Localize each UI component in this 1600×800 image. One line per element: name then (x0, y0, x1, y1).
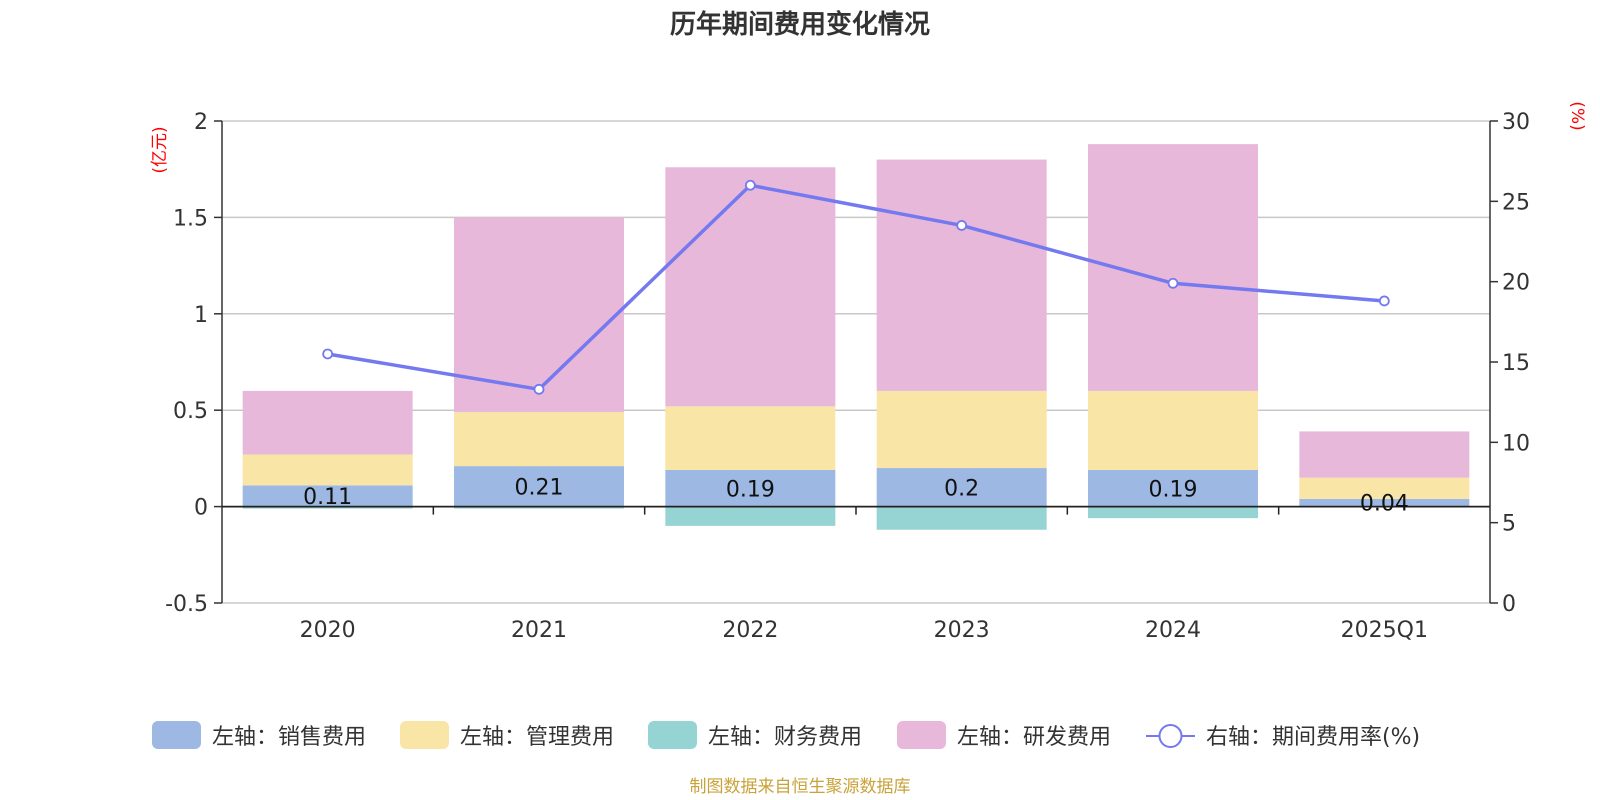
legend-item: 右轴：期间费用率(%) (1146, 724, 1420, 750)
legend-label: 左轴：销售费用 (212, 725, 366, 750)
bar-segment (665, 469, 836, 507)
chart-title: 历年期间费用变化情况 (670, 9, 930, 40)
legend: 左轴：销售费用 左轴：管理费用 左轴：财务费用 左轴：研发费用 右轴：期间费用率(%) (152, 721, 1420, 750)
legend-swatch (897, 721, 946, 749)
left-axis-tick-label: 1.5 (173, 206, 208, 231)
bar-segment (454, 412, 624, 467)
bar-data-label: 0.11 (303, 485, 352, 510)
bar-segment (876, 506, 1047, 530)
bar-data-label: 0.2 (944, 476, 979, 501)
x-axis-tick-label: 2021 (511, 618, 567, 643)
bar-segment (876, 159, 1047, 391)
bar-segment (665, 167, 836, 407)
legend-item: 左轴：财务费用 (648, 721, 862, 750)
bar-segment (1088, 390, 1258, 470)
right-axis-tick-label: 20 (1502, 271, 1530, 296)
line-point (1167, 277, 1179, 289)
right-axis-tick-label: 30 (1502, 110, 1530, 135)
right-axis-tick-label: 25 (1502, 190, 1530, 215)
legend-swatch (400, 721, 449, 749)
bar-segment (454, 466, 624, 507)
bar-data-label: 0.19 (726, 477, 775, 502)
bar-data-label: 0.04 (1360, 492, 1409, 517)
left-axis-tick-label: -0.5 (165, 592, 208, 617)
bar-segment (242, 454, 413, 486)
line-series (322, 179, 1390, 395)
bar-segment (1299, 431, 1470, 478)
bar-segment (665, 406, 836, 470)
bar-segment (1088, 506, 1258, 519)
x-axis-tick-label: 2025Q1 (1341, 618, 1428, 643)
line-point (322, 348, 334, 360)
bar-segment (242, 506, 413, 509)
bar-segment (454, 217, 624, 413)
bar-segment (1299, 477, 1470, 499)
legend-label: 左轴：研发费用 (957, 725, 1111, 750)
left-axis-tick-label: 2 (194, 110, 208, 135)
x-axis-tick-label: 2024 (1145, 618, 1201, 643)
bar-segment (876, 468, 1047, 507)
left-axis-tick-label: 0 (194, 496, 208, 521)
left-axis-unit: (亿元) (150, 126, 170, 173)
line-series-path (327, 183, 1385, 392)
left-axis-tick-label: 0.5 (173, 399, 208, 424)
legend-item: 左轴：研发费用 (897, 721, 1111, 750)
legend-item: 左轴：管理费用 (400, 721, 614, 750)
left-axis-tick-label: 1 (194, 303, 208, 328)
bar-segment (242, 390, 413, 455)
right-axis-tick-label: 10 (1502, 431, 1530, 456)
bar-segment (242, 485, 413, 507)
line-point (533, 383, 545, 395)
bar-segment (454, 506, 624, 509)
legend-label: 左轴：财务费用 (708, 725, 862, 750)
legend-swatch (648, 721, 697, 749)
bar-segment (876, 390, 1047, 469)
bar-segment (665, 506, 836, 526)
right-axis-tick-label: 0 (1502, 592, 1516, 617)
x-axis-tick-label: 2022 (722, 618, 778, 643)
legend-label: 左轴：管理费用 (460, 725, 614, 750)
data-labels: 0.11 0.21 0.19 0.2 0.19 0.04 (303, 475, 1409, 516)
line-point (1378, 295, 1390, 307)
bar-series (242, 144, 1470, 530)
data-source-note: 制图数据来自恒生聚源数据库 (690, 777, 911, 797)
bar-segment (1299, 498, 1470, 507)
line-point (956, 220, 968, 231)
legend-item: 左轴：销售费用 (152, 721, 366, 750)
x-axis-tick-label: 2020 (300, 618, 356, 643)
legend-swatch (152, 721, 201, 749)
right-axis-tick-label: 5 (1502, 512, 1516, 537)
bar-data-label: 0.19 (1149, 477, 1198, 502)
line-point (744, 179, 756, 191)
legend-line-marker (1158, 724, 1183, 748)
right-axis-unit: (%) (1567, 101, 1587, 130)
bar-segment (1088, 469, 1258, 507)
x-axis-tick-label: 2023 (934, 618, 990, 643)
bar-data-label: 0.21 (515, 475, 564, 500)
legend-label: 右轴：期间费用率(%) (1206, 725, 1420, 750)
grid-lines (222, 120, 1490, 604)
right-axis-tick-label: 15 (1502, 351, 1530, 376)
